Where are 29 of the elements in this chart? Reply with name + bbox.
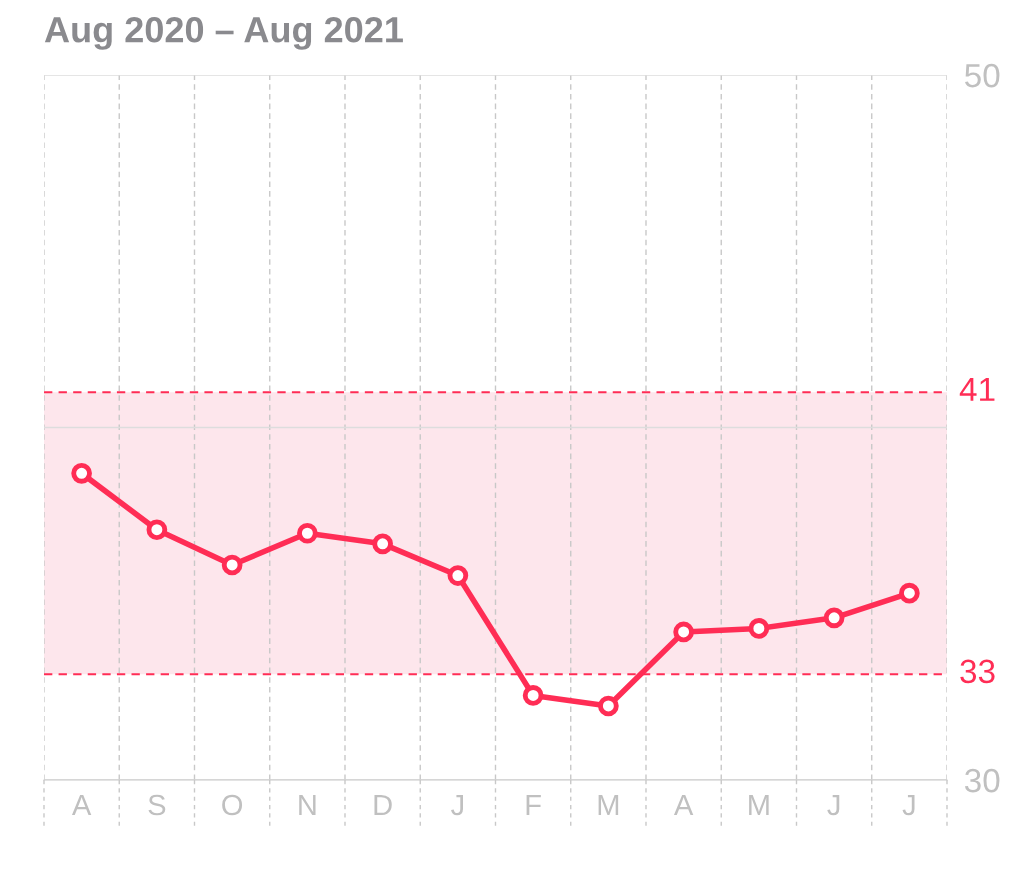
x-tick-label: M: [749, 794, 769, 816]
x-tick-label: J: [902, 794, 915, 816]
x-tick-label: D: [374, 794, 392, 816]
x-tick-label: N: [299, 794, 316, 816]
ref-line-label: 33: [960, 659, 995, 684]
y-tick-label: 50: [965, 63, 1000, 88]
x-tick-label: F: [526, 794, 541, 816]
point: [899, 582, 920, 604]
point: [673, 621, 694, 643]
x-tick-label: S: [148, 794, 166, 816]
x-tick-label: A: [673, 794, 694, 816]
point: [522, 685, 544, 706]
point: [447, 565, 469, 586]
point: [598, 695, 619, 717]
x-tick-label: J: [827, 794, 840, 816]
x-tick-label: A: [71, 794, 92, 816]
point: [823, 607, 845, 629]
ref-line-label: 41: [959, 377, 995, 401]
point: [71, 462, 92, 484]
point: [221, 554, 243, 576]
point: [297, 522, 318, 544]
point: [146, 519, 168, 541]
y-tick-label: 30: [964, 768, 1000, 793]
point: [748, 618, 770, 639]
x-tick-label: J: [451, 794, 463, 816]
x-tick-label: M: [598, 794, 619, 816]
chart-title: Aug 2020 – Aug 2021: [44, 16, 403, 50]
point: [372, 533, 393, 555]
x-tick-label: O: [222, 794, 243, 816]
